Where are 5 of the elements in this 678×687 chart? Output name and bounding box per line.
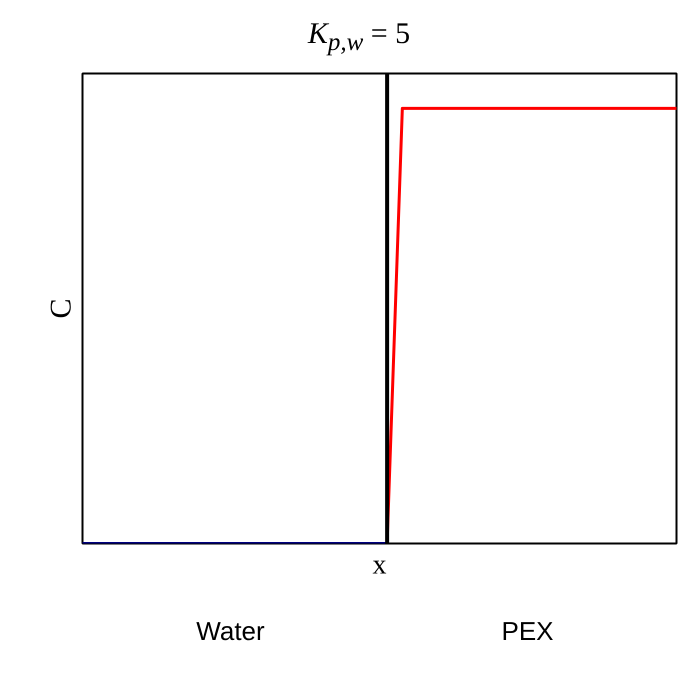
- text: PEX: [500, 615, 555, 648]
- x-axis-title: x: [372, 550, 386, 580]
- chart-title: K$_{p,w}$ = 5: [306, 16, 412, 58]
- text: Water: [195, 615, 266, 648]
- y-axis-title: C: [44, 298, 78, 319]
